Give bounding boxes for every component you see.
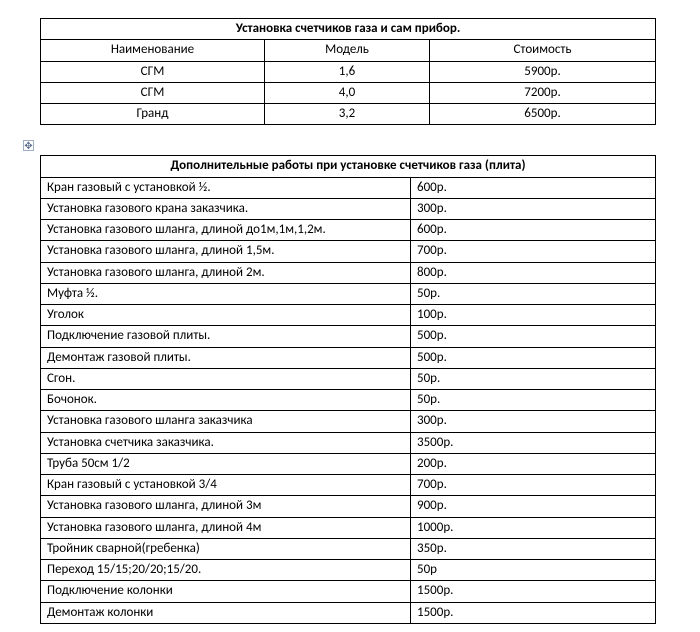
works-table: Дополнительные работы при установке счет… bbox=[40, 155, 656, 624]
cell-price: 600р. bbox=[411, 220, 656, 241]
cell-work: Установка газового крана заказчика. bbox=[41, 198, 411, 219]
cell-work: Кран газовый с установкой ½. bbox=[41, 177, 411, 198]
cell-work: Уголок bbox=[41, 305, 411, 326]
cell-price: 100р. bbox=[411, 305, 656, 326]
cell-price: 50р bbox=[411, 560, 656, 581]
cell-name: Гранд bbox=[41, 104, 265, 125]
table-row: Установка газового крана заказчика. 300р… bbox=[41, 198, 656, 219]
meters-title-row: Установка счетчиков газа и сам прибор. bbox=[41, 19, 656, 40]
cell-model: 4,0 bbox=[265, 82, 430, 103]
table-row: Труба 50см 1/2 200р. bbox=[41, 453, 656, 474]
cell-price: 700р. bbox=[411, 241, 656, 262]
cell-work: Подключение газовой плиты. bbox=[41, 326, 411, 347]
cell-price: 1000р. bbox=[411, 517, 656, 538]
cell-price: 3500р. bbox=[411, 432, 656, 453]
cell-price: 50р. bbox=[411, 283, 656, 304]
works-title: Дополнительные работы при установке счет… bbox=[41, 156, 656, 177]
cell-price: 500р. bbox=[411, 326, 656, 347]
cell-work: Установка газового шланга, длиной 2м. bbox=[41, 262, 411, 283]
cell-work: Установка газового шланга, длиной 1,5м. bbox=[41, 241, 411, 262]
table-row: Установка газового шланга заказчика 300р… bbox=[41, 411, 656, 432]
table-row: Установка счетчика заказчика. 3500р. bbox=[41, 432, 656, 453]
cell-name: СГМ bbox=[41, 61, 265, 82]
table-row: СГМ 4,0 7200р. bbox=[41, 82, 656, 103]
table-row: Кран газовый с установкой 3/4 700р. bbox=[41, 475, 656, 496]
cell-price: 800р. bbox=[411, 262, 656, 283]
cell-work: Труба 50см 1/2 bbox=[41, 453, 411, 474]
table-row: Сгон. 50р. bbox=[41, 368, 656, 389]
cell-work: Установка газового шланга, длиной 3м bbox=[41, 496, 411, 517]
cell-work: Сгон. bbox=[41, 368, 411, 389]
cell-name: СГМ bbox=[41, 82, 265, 103]
cell-price: 300р. bbox=[411, 198, 656, 219]
cell-price: 6500р. bbox=[430, 104, 656, 125]
cell-price: 600р. bbox=[411, 177, 656, 198]
table-row: Установка газового шланга, длиной до1м,1… bbox=[41, 220, 656, 241]
cell-work: Подключение колонки bbox=[41, 581, 411, 602]
header-name: Наименование bbox=[41, 40, 265, 61]
cell-model: 3,2 bbox=[265, 104, 430, 125]
table-row: Переход 15/15;20/20;15/20. 50р bbox=[41, 560, 656, 581]
cell-price: 200р. bbox=[411, 453, 656, 474]
cell-work: Демонтаж газовой плиты. bbox=[41, 347, 411, 368]
cell-work: Демонтаж колонки bbox=[41, 602, 411, 623]
cell-price: 350р. bbox=[411, 538, 656, 559]
cell-work: Установка газового шланга заказчика bbox=[41, 411, 411, 432]
cell-work: Муфта ½. bbox=[41, 283, 411, 304]
cell-work: Установка газового шланга, длиной до1м,1… bbox=[41, 220, 411, 241]
table-anchor-icon[interactable]: ✥ bbox=[23, 140, 34, 151]
cell-price: 1500р. bbox=[411, 602, 656, 623]
table-row: Кран газовый с установкой ½. 600р. bbox=[41, 177, 656, 198]
cell-work: Кран газовый с установкой 3/4 bbox=[41, 475, 411, 496]
table-row: СГМ 1,6 5900р. bbox=[41, 61, 656, 82]
cell-price: 50р. bbox=[411, 368, 656, 389]
table-row: Тройник сварной(гребенка) 350р. bbox=[41, 538, 656, 559]
table-row: Демонтаж газовой плиты. 500р. bbox=[41, 347, 656, 368]
table-row: Уголок 100р. bbox=[41, 305, 656, 326]
document-page: Установка счетчиков газа и сам прибор. Н… bbox=[0, 0, 700, 624]
cell-work: Переход 15/15;20/20;15/20. bbox=[41, 560, 411, 581]
table-row: Демонтаж колонки 1500р. bbox=[41, 602, 656, 623]
cell-work: Установка газового шланга, длиной 4м bbox=[41, 517, 411, 538]
table-row: Муфта ½. 50р. bbox=[41, 283, 656, 304]
cell-price: 7200р. bbox=[430, 82, 656, 103]
table-row: Установка газового шланга, длиной 2м. 80… bbox=[41, 262, 656, 283]
table-row: Бочонок. 50р. bbox=[41, 390, 656, 411]
works-body: Кран газовый с установкой ½. 600р. Устан… bbox=[41, 177, 656, 623]
cell-price: 500р. bbox=[411, 347, 656, 368]
table-row: Установка газового шланга, длиной 3м 900… bbox=[41, 496, 656, 517]
table-row: Подключение газовой плиты. 500р. bbox=[41, 326, 656, 347]
table-row: Гранд 3,2 6500р. bbox=[41, 104, 656, 125]
cell-price: 1500р. bbox=[411, 581, 656, 602]
cell-price: 5900р. bbox=[430, 61, 656, 82]
table-row: Установка газового шланга, длиной 4м 100… bbox=[41, 517, 656, 538]
meters-header-row: Наименование Модель Стоимость bbox=[41, 40, 656, 61]
cell-work: Бочонок. bbox=[41, 390, 411, 411]
table-row: Подключение колонки 1500р. bbox=[41, 581, 656, 602]
cell-work: Установка счетчика заказчика. bbox=[41, 432, 411, 453]
cell-model: 1,6 bbox=[265, 61, 430, 82]
table-row: Установка газового шланга, длиной 1,5м. … bbox=[41, 241, 656, 262]
meters-table: Установка счетчиков газа и сам прибор. Н… bbox=[40, 18, 656, 125]
meters-title: Установка счетчиков газа и сам прибор. bbox=[41, 19, 656, 40]
works-title-row: Дополнительные работы при установке счет… bbox=[41, 156, 656, 177]
cell-price: 900р. bbox=[411, 496, 656, 517]
table-gap: ✥ bbox=[40, 125, 670, 155]
cell-price: 700р. bbox=[411, 475, 656, 496]
cell-price: 300р. bbox=[411, 411, 656, 432]
header-price: Стоимость bbox=[430, 40, 656, 61]
meters-body: СГМ 1,6 5900р. СГМ 4,0 7200р. Гранд 3,2 … bbox=[41, 61, 656, 125]
header-model: Модель bbox=[265, 40, 430, 61]
cell-price: 50р. bbox=[411, 390, 656, 411]
cell-work: Тройник сварной(гребенка) bbox=[41, 538, 411, 559]
